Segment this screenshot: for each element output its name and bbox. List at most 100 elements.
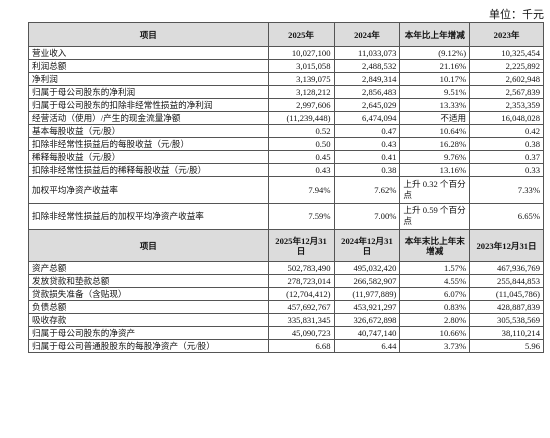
value-2023: 305,538,569 (469, 313, 544, 327)
value-2024: 0.38 (333, 163, 401, 177)
row-label: 经营活动（使用）/产生的现金流量净额 (28, 111, 269, 125)
value-2024: 7.00% (333, 202, 401, 230)
value-2025: (12,704,412) (267, 287, 335, 301)
value-2023: 0.38 (469, 137, 544, 151)
value-2025: (11,239,448) (267, 111, 335, 125)
table-row: 归属于母公司股东的扣除非经常性损益的净利润 2,997,606 2,645,029 1… (28, 98, 544, 112)
header-item: 项目 (28, 22, 269, 47)
value-2023: 10,325,454 (469, 46, 544, 60)
value-yoy: 10.66% (399, 326, 471, 340)
value-2025: 45,090,723 (267, 326, 335, 340)
value-2025: 0.52 (267, 124, 335, 138)
table-row: 利润总额 3,015,058 2,488,532 21.16% 2,225,892 (28, 59, 544, 73)
value-2023: 7.33% (469, 176, 544, 204)
table-row: 净利润 3,139,075 2,849,314 10.17% 2,602,948 (28, 72, 544, 86)
value-yoy: 4.55% (399, 274, 471, 288)
value-2025: 502,783,490 (267, 261, 335, 275)
value-2024: (11,977,889) (333, 287, 401, 301)
value-2024: 326,672,898 (333, 313, 401, 327)
row-label: 归属于母公司股东的净资产 (28, 326, 269, 340)
row-label: 发放贷款和垫款总额 (28, 274, 269, 288)
value-2025: 335,831,345 (267, 313, 335, 327)
value-yoy: 上升 0.59 个百分点 (399, 202, 471, 230)
table-row: 经营活动（使用）/产生的现金流量净额 (11,239,448) 6,474,094 不… (28, 111, 544, 125)
row-label: 营业收入 (28, 46, 269, 60)
value-yoy: (9.12%) (399, 46, 471, 60)
value-2025: 457,692,767 (267, 300, 335, 314)
value-2025: 3,139,075 (267, 72, 335, 86)
value-yoy: 0.83% (399, 300, 471, 314)
balance-header-row: 项目 2025年12月31日 2024年12月31日 本年末比上年末增减 202… (28, 229, 544, 262)
value-2023: 0.33 (469, 163, 544, 177)
value-yoy: 6.07% (399, 287, 471, 301)
row-label: 负债总额 (28, 300, 269, 314)
value-yoy: 不适用 (399, 111, 471, 125)
value-yoy: 9.76% (399, 150, 471, 164)
header2-2024: 2024年12月31日 (333, 229, 401, 262)
value-yoy: 3.73% (399, 339, 471, 353)
value-2025: 10,027,100 (267, 46, 335, 60)
header2-yoy: 本年末比上年末增减 (399, 229, 471, 262)
value-2024: 6,474,094 (333, 111, 401, 125)
value-2023: 2,353,359 (469, 98, 544, 112)
value-yoy: 10.64% (399, 124, 471, 138)
table-row: 负债总额 457,692,767 453,921,297 0.83% 428,887,8… (28, 300, 544, 314)
row-label: 贷款损失准备（含贴现） (28, 287, 269, 301)
value-2024: 7.62% (333, 176, 401, 204)
value-2025: 7.94% (267, 176, 335, 204)
header-yoy: 本年比上年增减 (399, 22, 471, 47)
value-2023: 2,225,892 (469, 59, 544, 73)
table-row: 稀释每股收益（元/股） 0.45 0.41 9.76% 0.37 (28, 150, 544, 164)
value-yoy: 上升 0.32 个百分点 (399, 176, 471, 204)
table-row: 扣除非经常性损益后的加权平均净资产收益率 7.59% 7.00% 上升 0.59 个百… (28, 202, 544, 230)
row-label: 归属于母公司股东的净利润 (28, 85, 269, 99)
value-2024: 2,856,483 (333, 85, 401, 99)
table-row: 扣除非经常性损益后的稀释每股收益（元/股） 0.43 0.38 13.16% 0.33 (28, 163, 544, 177)
table-row: 贷款损失准备（含贴现） (12,704,412) (11,977,889) 6.07%… (28, 287, 544, 301)
row-label: 扣除非经常性损益后的稀释每股收益（元/股） (28, 163, 269, 177)
table-row: 发放贷款和垫款总额 278,723,014 266,582,907 4.55% 255,… (28, 274, 544, 288)
value-2024: 0.43 (333, 137, 401, 151)
header2-2023: 2023年12月31日 (469, 229, 544, 262)
row-label: 归属于母公司股东的扣除非经常性损益的净利润 (28, 98, 269, 112)
value-yoy: 16.28% (399, 137, 471, 151)
value-2025: 7.59% (267, 202, 335, 230)
row-label: 扣除非经常性损益后的每股收益（元/股） (28, 137, 269, 151)
value-2023: 0.42 (469, 124, 544, 138)
value-2024: 2,645,029 (333, 98, 401, 112)
value-2024: 0.47 (333, 124, 401, 138)
row-label: 归属于母公司普通股股东的每股净资产（元/股） (28, 339, 269, 353)
value-2024: 6.44 (333, 339, 401, 353)
row-label: 净利润 (28, 72, 269, 86)
value-yoy: 13.33% (399, 98, 471, 112)
value-2025: 6.68 (267, 339, 335, 353)
value-2024: 11,033,073 (333, 46, 401, 60)
value-2024: 2,488,532 (333, 59, 401, 73)
header-2023: 2023年 (469, 22, 544, 47)
value-2024: 266,582,907 (333, 274, 401, 288)
value-2023: (11,045,786) (469, 287, 544, 301)
value-yoy: 13.16% (399, 163, 471, 177)
table-row: 基本每股收益（元/股） 0.52 0.47 10.64% 0.42 (28, 124, 544, 138)
value-2023: 5.96 (469, 339, 544, 353)
table-row: 加权平均净资产收益率 7.94% 7.62% 上升 0.32 个百分点 7.33% (28, 176, 544, 204)
row-label: 加权平均净资产收益率 (28, 176, 269, 204)
table-row: 营业收入 10,027,100 11,033,073 (9.12%) 10,325,45… (28, 46, 544, 60)
value-yoy: 21.16% (399, 59, 471, 73)
row-label: 吸收存款 (28, 313, 269, 327)
table-row: 资产总额 502,783,490 495,032,420 1.57% 467,936,7… (28, 261, 544, 275)
value-2025: 3,015,058 (267, 59, 335, 73)
value-2024: 0.41 (333, 150, 401, 164)
value-yoy: 2.80% (399, 313, 471, 327)
table-row: 归属于母公司股东的净利润 3,128,212 2,856,483 9.51% 2,567… (28, 85, 544, 99)
value-2025: 0.50 (267, 137, 335, 151)
value-2023: 0.37 (469, 150, 544, 164)
value-2023: 255,844,853 (469, 274, 544, 288)
value-2024: 453,921,297 (333, 300, 401, 314)
header-2024: 2024年 (333, 22, 401, 47)
value-yoy: 9.51% (399, 85, 471, 99)
financial-summary-table: 项目 2025年 2024年 本年比上年增减 2023年 营业收入 10,027,… (28, 22, 544, 353)
value-2023: 38,110,214 (469, 326, 544, 340)
table-row: 归属于母公司股东的净资产 45,090,723 40,747,140 10.66% 38… (28, 326, 544, 340)
row-label: 扣除非经常性损益后的加权平均净资产收益率 (28, 202, 269, 230)
